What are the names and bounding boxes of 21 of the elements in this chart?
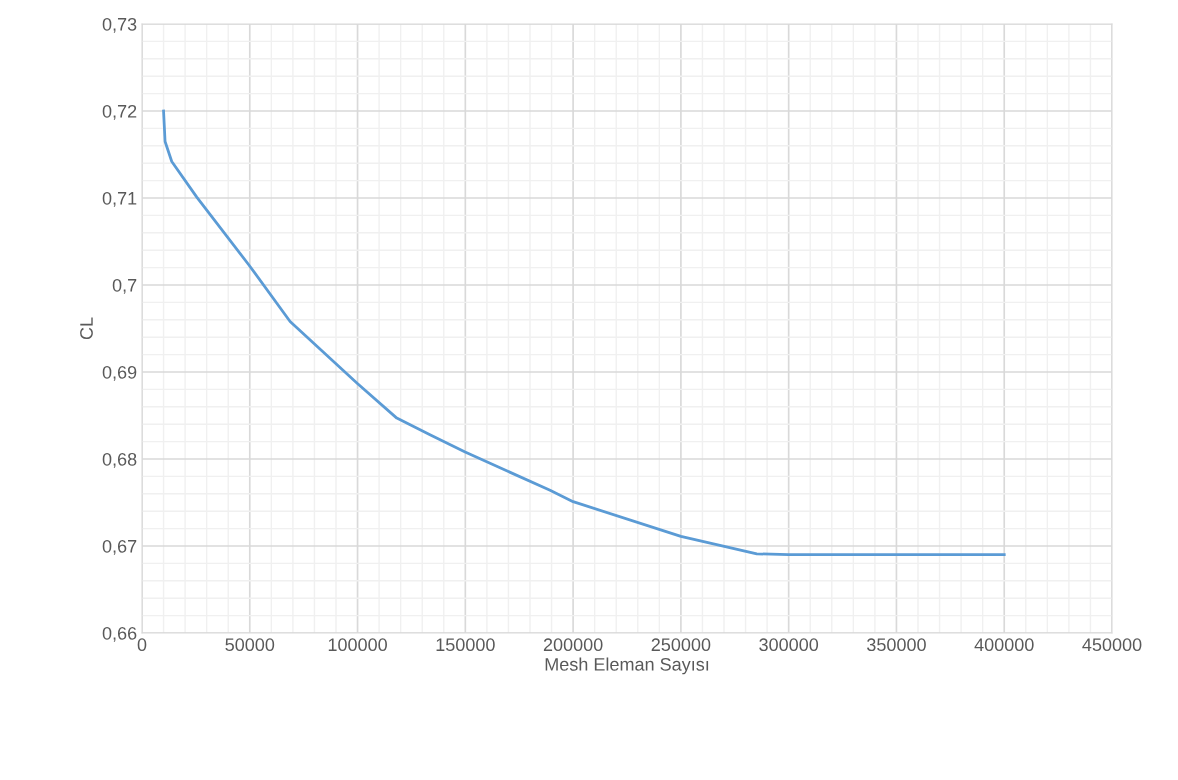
y-tick-label: 0,69 xyxy=(102,365,137,381)
x-tick-label: 450000 xyxy=(1082,638,1142,652)
x-axis-title: Mesh Eleman Sayısı xyxy=(545,657,709,675)
x-tick-label: 0 xyxy=(137,638,147,652)
y-tick-label: 0,66 xyxy=(102,626,137,642)
y-tick-label: 0,73 xyxy=(102,17,137,33)
x-tick-label: 200000 xyxy=(543,638,603,652)
x-tick-label: 400000 xyxy=(974,638,1034,652)
y-tick-label: 0,7 xyxy=(112,278,137,294)
y-axis-title: CL xyxy=(80,317,93,340)
x-tick-label: 150000 xyxy=(436,638,495,652)
y-tick-label: 0,72 xyxy=(102,104,137,120)
x-tick-label: 50000 xyxy=(225,638,275,652)
x-tick-label: 300000 xyxy=(759,638,819,652)
y-tick-label: 0,71 xyxy=(102,191,137,207)
x-tick-label: 250000 xyxy=(651,638,711,652)
x-tick-label: 350000 xyxy=(867,638,926,652)
line-series xyxy=(162,109,1006,557)
x-tick-label: 100000 xyxy=(328,638,387,652)
y-tick-label: 0,68 xyxy=(102,452,137,468)
y-tick-label: 0,67 xyxy=(102,539,137,555)
